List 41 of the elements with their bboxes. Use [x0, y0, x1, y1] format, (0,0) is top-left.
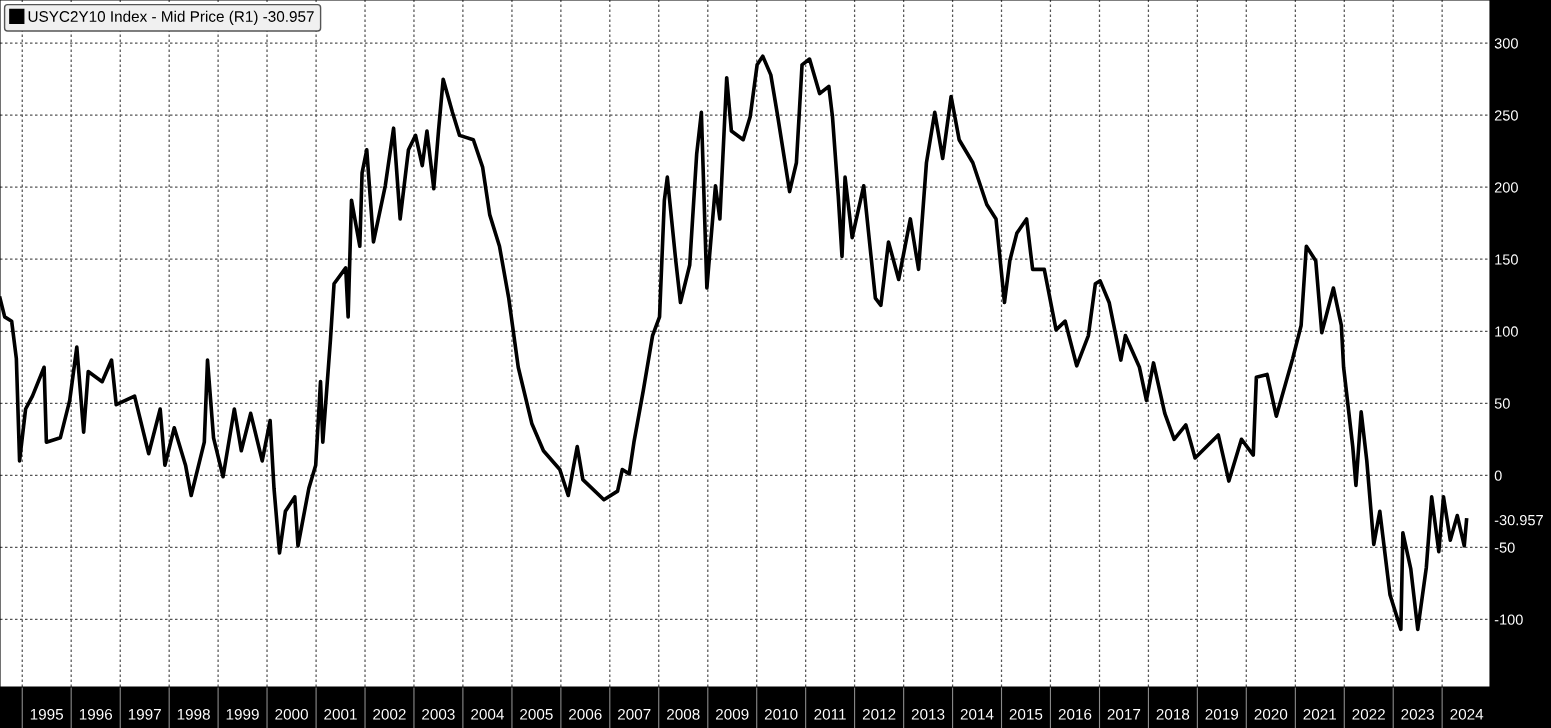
x-tick-label: 1999 [226, 708, 259, 720]
x-tick-label: 2019 [1205, 708, 1239, 720]
x-tick-label: 2018 [1156, 708, 1190, 720]
x-tick-label: 2000 [275, 708, 308, 720]
x-tick-label: 2021 [1303, 708, 1336, 720]
y-tick-label: 50 [1494, 398, 1510, 409]
legend-label: USYC2Y10 Index - Mid Price (R1) -30.957 [28, 10, 314, 25]
x-tick-label: 2022 [1352, 708, 1385, 720]
x-tick-label: 2003 [422, 708, 455, 720]
x-tick-label: 2023 [1401, 708, 1434, 720]
y-tick-label: 300 [1494, 38, 1518, 49]
y-tick-label: 150 [1495, 254, 1518, 265]
x-tick-label: 1996 [79, 708, 113, 720]
x-tick-label: 2010 [764, 708, 798, 720]
x-tick-label: 1997 [128, 708, 161, 720]
y-tick-label: 200 [1494, 182, 1518, 193]
x-tick-label: 2015 [1009, 708, 1043, 720]
x-tick-label: 2017 [1107, 708, 1141, 720]
x-tick-label: 1995 [30, 708, 64, 720]
x-tick-label: 1998 [177, 708, 210, 720]
x-tick-label: 2011 [814, 708, 846, 720]
x-tick-label: 2012 [862, 708, 896, 720]
x-tick-label: 2002 [373, 708, 406, 720]
y-tick-label: -100 [1494, 614, 1523, 625]
x-tick-label: 2014 [960, 708, 994, 720]
y-tick-label: 0 [1494, 470, 1502, 481]
x-tick-label: 2016 [1058, 708, 1092, 720]
x-tick-label: 2020 [1254, 708, 1288, 720]
y-tick-label: 250 [1494, 110, 1518, 121]
y-tick-label: -30.957 [1494, 514, 1543, 526]
x-tick-label: 2024 [1450, 708, 1484, 720]
x-tick-label: 2009 [715, 708, 749, 720]
x-tick-label: 2007 [617, 708, 651, 720]
x-tick-label: 2005 [520, 708, 553, 720]
y-tick-label: 100 [1495, 326, 1518, 337]
x-tick-label: 2006 [569, 708, 602, 720]
x-tick-label: 2004 [471, 708, 504, 720]
x-tick-label: 2001 [324, 708, 357, 720]
x-tick-label: 2008 [667, 708, 700, 720]
x-tick-label: 2013 [911, 708, 945, 720]
y-tick-label: -50 [1494, 542, 1515, 553]
